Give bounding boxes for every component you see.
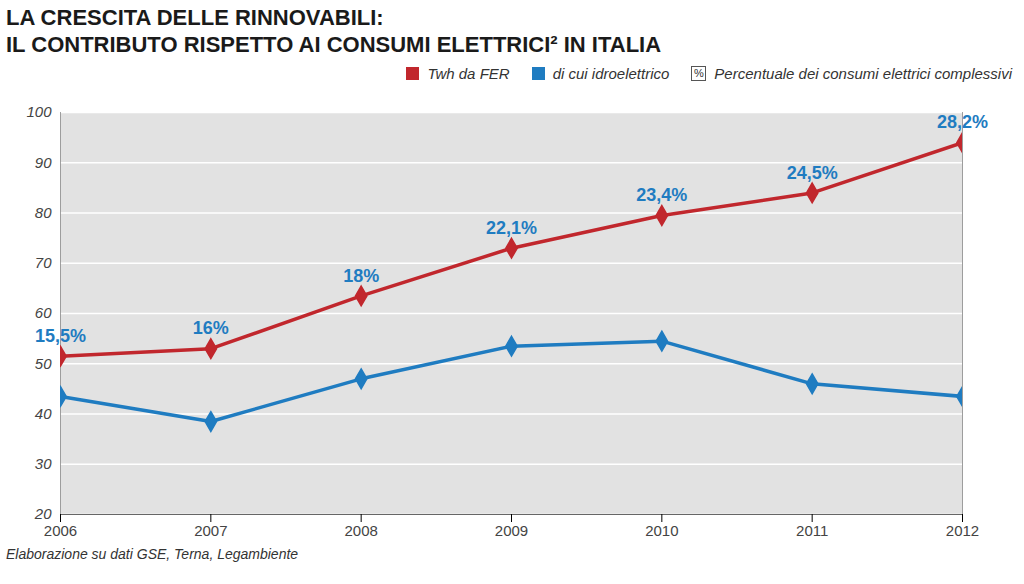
svg-text:16%: 16% [193,318,229,338]
svg-text:2010: 2010 [645,522,678,539]
html-text:Twh da FER: Twh da FER [427,64,510,82]
svg-text:50: 50 [35,355,52,372]
svg-text:2006: 2006 [44,522,77,539]
svg-text:28,2%: 28,2% [937,112,988,132]
svg-text:40: 40 [35,405,52,422]
html-text:di cui idroelettrico: di cui idroelettrico [552,64,670,82]
svg-text:23,4%: 23,4% [636,185,687,205]
svg-text:30: 30 [35,455,52,472]
svg-text:80: 80 [35,204,52,221]
svg-text:22,1%: 22,1% [486,218,537,238]
html-text:Elaborazione su dati GSE, Tern: Elaborazione su dati GSE, Terna, Legambi… [6,546,299,562]
svg-text:20: 20 [34,505,52,522]
html-text:Percentuale dei consumi elettr: Percentuale dei consumi elettrici comple… [714,64,1012,82]
svg-text:24,5%: 24,5% [787,163,838,183]
svg-text:2012: 2012 [946,522,979,539]
svg-text:2007: 2007 [194,522,227,539]
svg-text:100: 100 [26,103,52,120]
svg-text:2011: 2011 [796,522,828,539]
html-text:LA CRESCITA DELLE RINNOVABILI:: LA CRESCITA DELLE RINNOVABILI: IL CONTRI… [6,5,662,57]
svg-text:18%: 18% [343,266,379,286]
svg-text:2009: 2009 [495,522,528,539]
svg-text:2008: 2008 [344,522,377,539]
svg-text:15,5%: 15,5% [35,326,86,346]
svg-text:90: 90 [35,154,52,171]
svg-text:60: 60 [35,304,52,321]
svg-text:70: 70 [35,254,52,271]
